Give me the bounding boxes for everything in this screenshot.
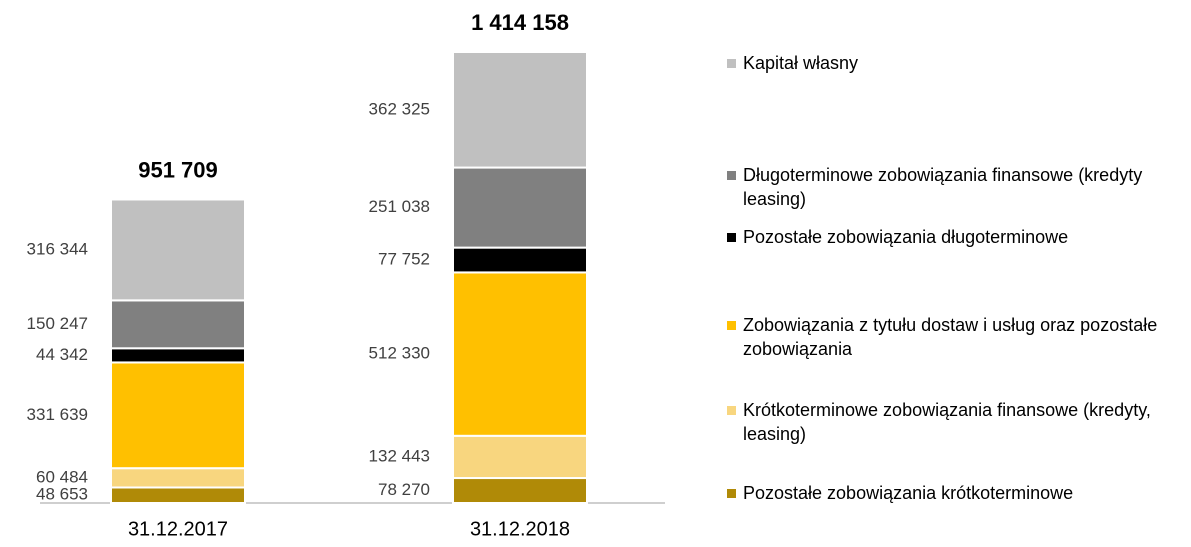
value-label: 316 344 <box>27 239 88 258</box>
bar-segment <box>110 299 246 350</box>
value-label: 362 325 <box>369 99 430 118</box>
bar-segment <box>110 347 246 364</box>
bar-segment <box>452 271 588 437</box>
value-label: 44 342 <box>36 345 88 364</box>
legend-label: Zobowiązania z tytułu dostaw i usług ora… <box>743 315 1158 359</box>
total-label: 1 414 158 <box>471 10 569 35</box>
legend-item: Kapitał własny <box>727 51 1191 75</box>
legend-label: Kapitał własny <box>743 53 859 73</box>
legend-swatch <box>727 233 736 242</box>
legend-item: Pozostałe zobowiązania długoterminowe <box>727 225 1191 249</box>
legend-swatch <box>727 171 736 180</box>
bar-segment <box>110 486 246 505</box>
legend-swatch <box>727 406 736 415</box>
bar-segment <box>110 467 246 489</box>
bar-segment <box>452 51 588 169</box>
value-label: 60 484 <box>36 467 88 486</box>
legend-label: Długoterminowe zobowiązania finansowe (k… <box>743 165 1143 209</box>
value-label: 150 247 <box>27 314 88 333</box>
legend-label: Pozostałe zobowiązania długoterminowe <box>743 227 1069 247</box>
value-label: 251 038 <box>369 197 430 216</box>
value-label: 78 270 <box>378 480 430 499</box>
bar-segment <box>110 361 246 470</box>
total-label: 951 709 <box>138 157 218 182</box>
legend-swatch <box>727 321 736 330</box>
legend-item: Długoterminowe zobowiązania finansowe (k… <box>727 163 1191 211</box>
bar-segment <box>452 434 588 480</box>
legend-label: Pozostałe zobowiązania krótkoterminowe <box>743 483 1074 503</box>
value-label: 77 752 <box>378 249 430 268</box>
x-tick-label: 31.12.2018 <box>470 518 570 540</box>
bar-segment <box>452 246 588 274</box>
legend-item: Krótkoterminowe zobowiązania finansowe (… <box>727 398 1191 446</box>
bar-segment <box>452 477 588 504</box>
value-label: 512 330 <box>369 344 430 363</box>
legend-label: Krótkoterminowe zobowiązania finansowe (… <box>743 400 1151 444</box>
legend-swatch <box>727 489 736 498</box>
value-label: 48 653 <box>36 485 88 504</box>
value-label: 132 443 <box>369 446 430 465</box>
legend-item: Pozostałe zobowiązania krótkoterminowe <box>727 481 1191 505</box>
legend-item: Zobowiązania z tytułu dostaw i usług ora… <box>727 313 1191 361</box>
value-label: 331 639 <box>27 405 88 424</box>
legend-swatch <box>727 59 736 68</box>
bar-segment <box>452 166 588 249</box>
x-tick-label: 31.12.2017 <box>128 518 228 540</box>
bar-segment <box>110 198 246 302</box>
